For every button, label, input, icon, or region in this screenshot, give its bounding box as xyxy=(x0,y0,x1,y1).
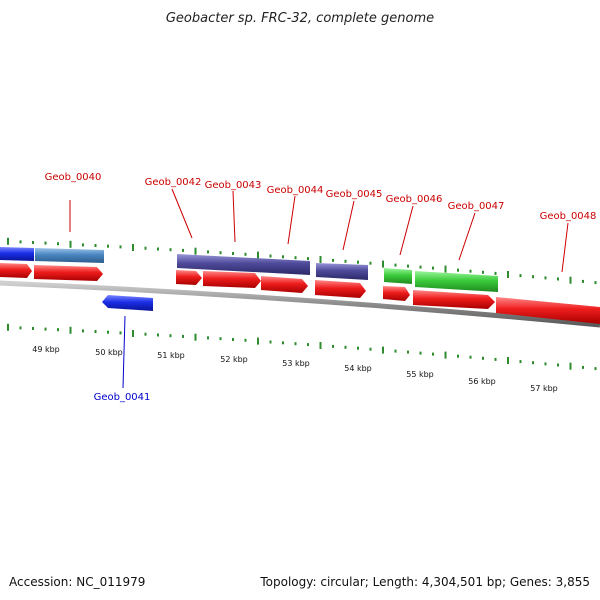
reverse-cds-track xyxy=(102,295,153,311)
leader-geob-0046 xyxy=(399,205,414,256)
genome-backbone xyxy=(0,280,600,328)
gene-label-leaders xyxy=(69,188,569,389)
outer-tick-ring xyxy=(7,237,597,285)
gene-product-bar-purple-1[interactable] xyxy=(177,254,310,275)
cds-feature-geob-0042[interactable] xyxy=(176,270,202,285)
leader-geob-0048 xyxy=(561,222,569,273)
gene-label[interactable]: Geob_0043 xyxy=(205,180,262,191)
inner-tick-ring xyxy=(7,323,597,371)
cds-feature-geob-0045[interactable] xyxy=(315,280,366,298)
cds-feature-geob-0048[interactable] xyxy=(496,297,600,324)
cds-feature-geob-0043[interactable] xyxy=(203,271,261,288)
cds-feature-geob-0044[interactable] xyxy=(261,276,308,293)
cds-feature-geob-0041[interactable] xyxy=(102,295,153,311)
gene-label[interactable]: Geob_0047 xyxy=(448,201,505,212)
kbp-label: 51 kbp xyxy=(157,351,185,360)
kbp-label: 49 kbp xyxy=(32,345,60,354)
cds-feature-geob-0047[interactable] xyxy=(413,290,495,309)
map-title: Geobacter sp. FRC-32, complete genome xyxy=(166,11,434,26)
gene-label[interactable]: Geob_0045 xyxy=(326,189,383,200)
gene-labels: Geob_0040 Geob_0041 Geob_0042 Geob_0043 … xyxy=(45,172,597,403)
leader-geob-0044 xyxy=(287,195,296,245)
leader-geob-0045 xyxy=(342,200,355,251)
kbp-label: 53 kbp xyxy=(282,359,310,368)
leader-geob-0042 xyxy=(171,188,193,239)
leader-geob-0043 xyxy=(232,190,236,243)
cds-feature-geob-0040-left[interactable] xyxy=(0,263,32,278)
gene-product-bar-green-2[interactable] xyxy=(415,271,498,292)
genome-summary-text: Topology: circular; Length: 4,304,501 bp… xyxy=(259,575,590,589)
kbp-label: 56 kbp xyxy=(468,377,496,386)
gene-product-bar-steelblue[interactable] xyxy=(35,248,104,263)
kbp-labels: 49 kbp 50 kbp 51 kbp 52 kbp 53 kbp 54 kb… xyxy=(32,345,558,393)
kbp-label: 55 kbp xyxy=(406,370,434,379)
gene-product-bar-green-1[interactable] xyxy=(384,268,412,284)
gene-product-track xyxy=(0,247,498,292)
gene-label[interactable]: Geob_0048 xyxy=(540,211,597,222)
gene-label[interactable]: Geob_0046 xyxy=(386,194,443,205)
cds-feature-geob-0046[interactable] xyxy=(383,286,410,301)
accession-text: Accession: NC_011979 xyxy=(9,575,145,589)
leader-geob-0041 xyxy=(122,315,126,389)
gene-label[interactable]: Geob_0040 xyxy=(45,172,102,183)
kbp-label: 50 kbp xyxy=(95,348,123,357)
gene-label[interactable]: Geob_0041 xyxy=(94,392,151,403)
leader-geob-0047 xyxy=(458,212,476,261)
gene-label[interactable]: Geob_0044 xyxy=(267,185,324,196)
gene-product-bar-purple-2[interactable] xyxy=(316,263,368,280)
kbp-label: 54 kbp xyxy=(344,364,372,373)
forward-cds-track xyxy=(0,263,600,324)
gene-label[interactable]: Geob_0042 xyxy=(145,177,202,188)
kbp-label: 52 kbp xyxy=(220,355,248,364)
cds-feature-geob-0040[interactable] xyxy=(34,265,103,281)
gene-product-bar-blue[interactable] xyxy=(0,247,34,261)
kbp-label: 57 kbp xyxy=(530,384,558,393)
